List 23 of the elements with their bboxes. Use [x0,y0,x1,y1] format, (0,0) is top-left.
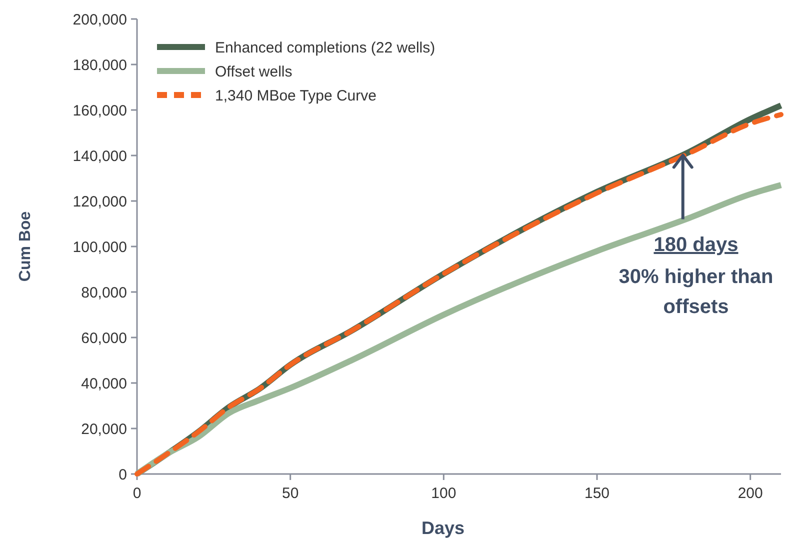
x-tick-label: 200 [738,485,763,502]
y-axis-title: Cum Boe [17,211,34,282]
y-tick-label: 160,000 [72,102,127,120]
legend-label: Enhanced completions (22 wells) [215,39,436,56]
y-tick-label: 0 [118,466,127,484]
y-tick-label: 20,000 [81,420,127,438]
y-tick-label: 140,000 [72,148,127,165]
annotation: 30% higher than offsets [618,266,774,318]
annotation: 180 days [654,234,738,256]
y-tick-label: 120,000 [72,193,127,210]
legend-label: 1,340 MBoe Type Curve [215,87,376,104]
legend-label: Offset wells [215,63,292,80]
y-tick-label: 80,000 [81,284,127,302]
x-tick-label: 150 [584,485,610,502]
x-tick-label: 100 [431,485,456,502]
y-tick-label: 200,000 [72,11,127,28]
y-tick-label: 40,000 [81,375,127,392]
y-tick-label: 60,000 [81,330,127,347]
y-tick-label: 180,000 [72,56,127,74]
x-tick-label: 50 [282,485,299,502]
x-axis-title: Days [421,518,465,538]
y-tick-label: 100,000 [72,238,127,256]
x-tick-label: 0 [132,485,142,502]
